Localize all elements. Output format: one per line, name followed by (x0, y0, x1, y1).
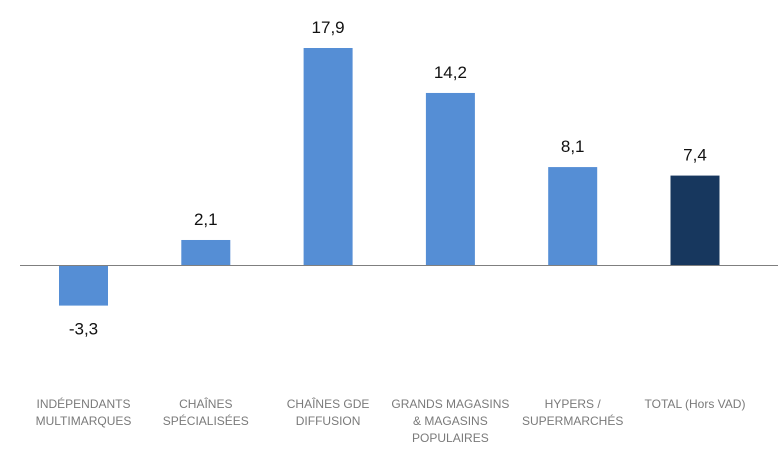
value-labels-group: -3,3 2,1 17,9 14,2 8,1 7,4 (69, 18, 707, 339)
value-label-1: -3,3 (69, 320, 98, 339)
value-label-5: 8,1 (561, 137, 585, 156)
bar-5 (548, 167, 598, 266)
category-label-5: HYPERS / SUPERMARCHÉS (522, 397, 624, 428)
bar-1 (59, 265, 108, 306)
category-label-3: CHAÎNES GDE DIFFUSION (286, 397, 370, 428)
category-label-1: INDÉPENDANTS MULTIMARQUES (35, 397, 132, 428)
value-label-2: 2,1 (194, 210, 218, 229)
bar-2 (181, 239, 231, 266)
bar-3 (303, 48, 353, 266)
value-label-3: 17,9 (312, 18, 345, 37)
bars-group (59, 48, 720, 306)
category-label-4: GRANDS MAGASINS & MAGASINS POPULAIRES (391, 397, 510, 445)
bar-4 (425, 92, 475, 266)
value-label-4: 14,2 (434, 63, 467, 82)
bar-6 (670, 175, 720, 266)
value-label-6: 7,4 (683, 146, 707, 165)
category-label-6: TOTAL (Hors VAD) (644, 397, 746, 411)
category-label-2: CHAÎNES SPÉCIALISÉES (162, 397, 249, 428)
